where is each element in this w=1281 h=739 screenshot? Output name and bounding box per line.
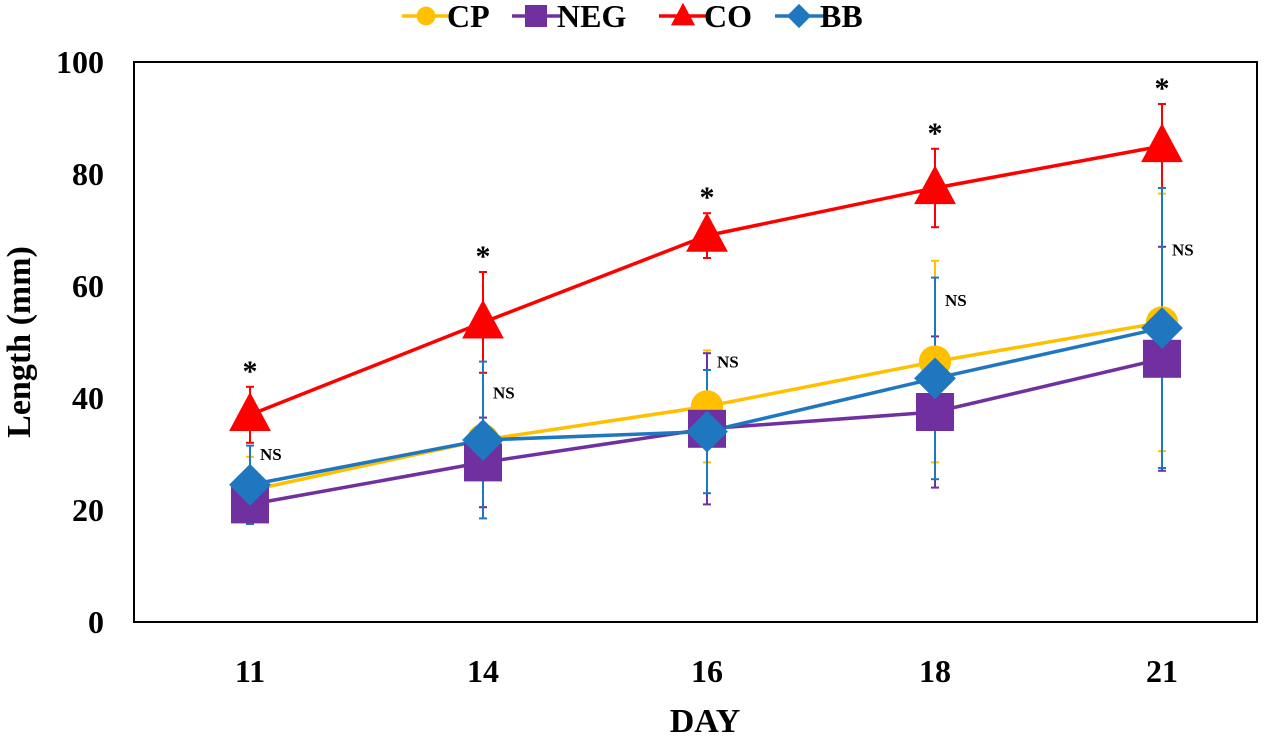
- significance-star: *: [243, 355, 258, 388]
- ns-label: NS: [1172, 241, 1194, 260]
- x-tick-label: 16: [691, 653, 723, 689]
- data-point-bb: [1141, 307, 1183, 349]
- data-point-bb: [462, 419, 504, 461]
- ns-label: NS: [717, 353, 739, 372]
- x-tick-label: 14: [467, 653, 499, 689]
- y-axis-label: Length (mm): [1, 246, 38, 438]
- legend-marker-co: [670, 2, 696, 26]
- plot-area-border: [133, 61, 1258, 623]
- legend-label-bb: BB: [820, 0, 863, 34]
- legend-label-cp: CP: [447, 0, 490, 34]
- significance-star: *: [1155, 72, 1170, 105]
- y-tick-label: 20: [72, 492, 104, 528]
- data-point-bb: [229, 463, 271, 506]
- data-point-co: [229, 392, 271, 431]
- legend-marker-bb: [786, 3, 812, 29]
- significance-star: *: [928, 117, 943, 150]
- y-tick-label: 100: [56, 44, 104, 80]
- legend-marker-cp: [416, 6, 436, 26]
- significance-star: *: [476, 240, 491, 273]
- legend-marker-neg: [525, 5, 547, 27]
- data-point-bb: [686, 410, 728, 453]
- data-point-co: [462, 299, 504, 339]
- x-tick-label: 21: [1146, 653, 1178, 689]
- significance-star: *: [700, 181, 715, 214]
- y-tick-label: 80: [72, 156, 104, 192]
- data-point-bb: [914, 357, 956, 400]
- x-axis-label: DAY: [670, 703, 741, 739]
- y-tick-label: 0: [88, 604, 104, 640]
- data-point-co: [1141, 123, 1183, 163]
- y-tick-label: 60: [72, 268, 104, 304]
- x-tick-label: 18: [919, 653, 951, 689]
- data-point-co: [914, 165, 956, 205]
- y-tick-label: 40: [72, 380, 104, 416]
- ns-label: NS: [945, 291, 967, 310]
- data-point-co: [686, 212, 728, 252]
- legend-label-co: CO: [704, 0, 752, 34]
- ns-label: NS: [493, 383, 515, 402]
- legend-label-neg: NEG: [557, 0, 626, 34]
- data-point-neg: [916, 393, 954, 431]
- ns-label: NS: [260, 445, 282, 464]
- x-tick-label: 11: [235, 653, 265, 689]
